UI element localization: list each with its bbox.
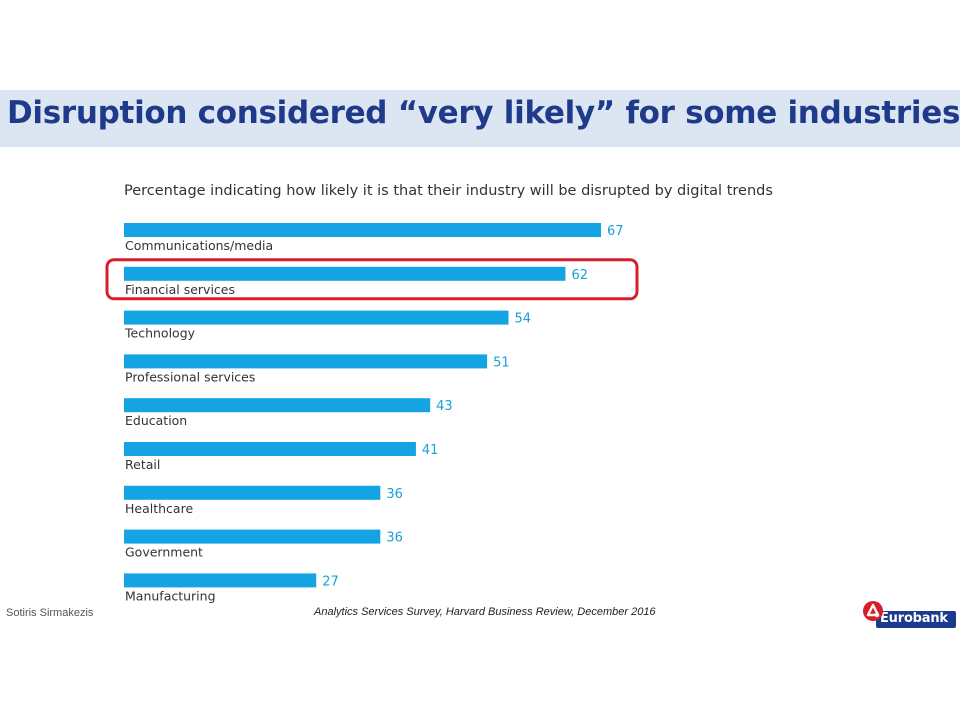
category-label-professional-services: Professional services: [125, 369, 255, 384]
bar-government: [124, 529, 381, 544]
value-label-communications-media: 67: [607, 224, 624, 239]
value-label-education: 43: [436, 399, 453, 414]
bar-manufacturing: [124, 573, 317, 588]
value-label-healthcare: 36: [386, 487, 403, 502]
value-label-government: 36: [386, 531, 403, 546]
eurobank-mark-icon: [863, 601, 883, 621]
value-label-retail: 41: [422, 443, 439, 458]
highlight-box: [105, 258, 639, 301]
logo-text: Eurobank: [880, 611, 948, 626]
bar-financial-services: [124, 266, 566, 281]
bar-retail: [124, 442, 416, 456]
bar-professional-services: [124, 354, 488, 369]
title-band: [0, 90, 960, 147]
bar-technology: [124, 310, 509, 325]
eurobank-logo: Eurobank: [862, 600, 958, 630]
category-label-technology: Technology: [124, 326, 196, 341]
category-label-manufacturing: Manufacturing: [125, 588, 216, 603]
bar-communications-media: [124, 223, 602, 237]
bar-healthcare: [124, 485, 381, 500]
value-label-professional-services: 51: [493, 355, 510, 370]
category-label-communications-media: Communications/media: [125, 238, 273, 253]
chart-title: Percentage indicating how likely it is t…: [124, 183, 773, 199]
category-label-retail: Retail: [125, 457, 160, 472]
bar-education: [124, 398, 431, 413]
category-label-government: Government: [125, 545, 203, 560]
category-label-education: Education: [125, 413, 187, 428]
value-label-financial-services: 62: [571, 268, 588, 283]
category-label-financial-services: Financial services: [125, 282, 235, 297]
value-label-technology: 54: [514, 312, 531, 327]
source-citation: Analytics Services Survey, Harvard Busin…: [314, 606, 656, 618]
logo-box: [876, 611, 956, 628]
value-label-manufacturing: 27: [322, 574, 339, 589]
category-label-healthcare: Healthcare: [125, 501, 193, 516]
slide-title: Disruption considered “very likely” for …: [7, 95, 960, 131]
author-name: Sotiris Sirmakezis: [6, 607, 94, 619]
